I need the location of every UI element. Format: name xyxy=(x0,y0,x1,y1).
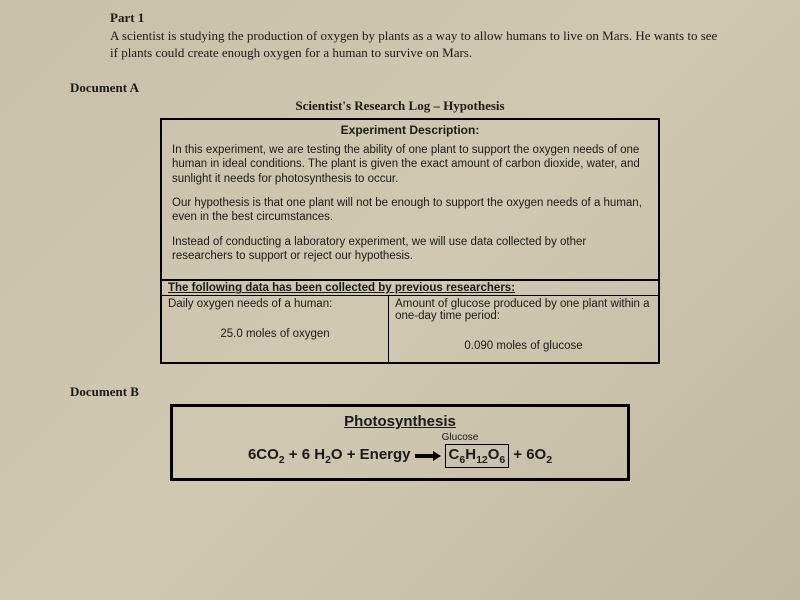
doc-b-label: Document B xyxy=(70,384,730,400)
data-collected-header: The following data has been collected by… xyxy=(162,279,658,295)
research-log-box: Experiment Description: In this experime… xyxy=(160,118,660,365)
products-tail: + 6O2 xyxy=(513,446,552,466)
part-intro: A scientist is studying the production o… xyxy=(110,28,720,62)
glucose-label: Glucose xyxy=(303,432,617,443)
log-paragraph-3: Instead of conducting a laboratory exper… xyxy=(172,235,648,264)
research-log-title: Scientist's Research Log – Hypothesis xyxy=(70,98,730,114)
oxygen-needs-cell: Daily oxygen needs of a human: 25.0 mole… xyxy=(162,296,389,362)
glucose-produced-cell: Amount of glucose produced by one plant … xyxy=(389,296,658,362)
log-paragraph-2: Our hypothesis is that one plant will no… xyxy=(172,196,648,225)
log-body: In this experiment, we are testing the a… xyxy=(162,139,658,280)
experiment-description-header: Experiment Description: xyxy=(162,120,658,139)
log-paragraph-1: In this experiment, we are testing the a… xyxy=(172,143,648,186)
oxygen-needs-value: 25.0 moles of oxygen xyxy=(168,310,382,346)
photosynthesis-title: Photosynthesis xyxy=(183,413,617,430)
data-table: Daily oxygen needs of a human: 25.0 mole… xyxy=(162,295,658,362)
arrow-icon xyxy=(415,452,441,460)
oxygen-needs-header: Daily oxygen needs of a human: xyxy=(168,298,382,310)
reactants: 6CO2 + 6 H2O + Energy xyxy=(248,446,411,466)
glucose-produced-value: 0.090 moles of glucose xyxy=(395,322,652,358)
part-heading: Part 1 xyxy=(110,10,730,26)
glucose-produced-header: Amount of glucose produced by one plant … xyxy=(395,298,652,322)
photosynthesis-equation: 6CO2 + 6 H2O + Energy C6H12O6 + 6O2 xyxy=(183,444,617,468)
photosynthesis-box: Photosynthesis Glucose 6CO2 + 6 H2O + En… xyxy=(170,404,630,481)
doc-a-label: Document A xyxy=(70,80,730,96)
glucose-formula: C6H12O6 xyxy=(445,444,510,468)
